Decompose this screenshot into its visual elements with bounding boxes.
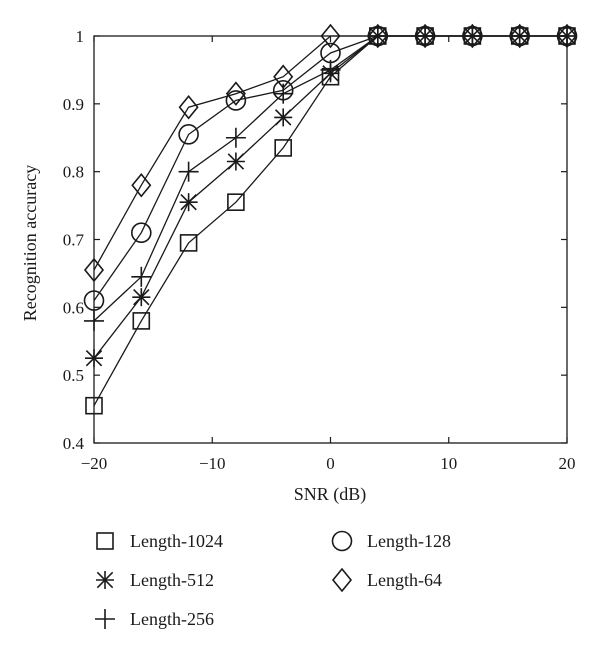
data-point-length-1024 — [179, 234, 198, 252]
legend-marker-length-1024 — [96, 532, 114, 550]
axes: −20 −10 0 10 20 0.4 0.5 0.6 0.7 0.8 0.9 1 — [63, 27, 576, 473]
legend: Length-1024 Length-512 Length-256 Length-12… — [95, 530, 451, 629]
data-point-length-64 — [367, 23, 388, 49]
data-point-length-64 — [178, 94, 199, 120]
legend-label: Length-512 — [130, 570, 214, 590]
series-line-length-1024 — [93, 35, 567, 407]
y-axis-title: Recognition accuracy — [20, 165, 40, 321]
data-point-length-1024 — [227, 193, 245, 211]
data-point-length-128 — [272, 79, 294, 101]
y-tick-label: 0.8 — [63, 163, 84, 182]
data-point-length-64 — [509, 23, 530, 49]
series-length-1024 — [85, 27, 576, 415]
data-point-length-128 — [225, 90, 247, 111]
y-tick-label: 0.5 — [63, 366, 84, 385]
y-tick-label: 0.4 — [63, 434, 85, 453]
data-point-length-512 — [274, 108, 293, 127]
legend-label: Length-1024 — [130, 531, 223, 551]
x-tick-label: 0 — [326, 454, 335, 473]
data-point-length-128 — [178, 124, 199, 145]
data-point-length-256 — [225, 127, 246, 148]
legend-item-length-256: Length-256 — [95, 609, 214, 629]
legend-label: Length-128 — [367, 531, 451, 551]
x-tick-label: 10 — [440, 454, 457, 473]
data-point-length-1024 — [274, 139, 293, 157]
x-tick-label: −10 — [199, 454, 226, 473]
legend-item-length-512: Length-512 — [96, 570, 214, 590]
data-point-length-1024 — [132, 312, 151, 330]
y-tick-label: 1 — [76, 27, 85, 46]
legend-item-length-64: Length-64 — [331, 567, 442, 593]
data-point-length-128 — [131, 222, 152, 244]
data-point-length-512 — [132, 288, 151, 307]
y-tick-label: 0.7 — [63, 231, 85, 250]
legend-marker-length-64 — [331, 567, 353, 593]
data-point-length-512 — [226, 152, 245, 171]
plot-frame — [93, 35, 568, 444]
x-axis-title: SNR (dB) — [294, 484, 367, 505]
legend-marker-length-512 — [96, 571, 114, 589]
data-point-length-128 — [320, 42, 341, 64]
y-tick-label: 0.6 — [63, 298, 84, 317]
data-point-length-64 — [415, 23, 436, 49]
data-point-length-64 — [462, 23, 483, 49]
data-point-length-64 — [131, 172, 152, 198]
data-point-length-64 — [225, 81, 246, 106]
legend-item-length-128: Length-128 — [331, 530, 451, 552]
y-tick-label: 0.9 — [63, 95, 84, 114]
plot-area — [83, 23, 578, 415]
data-point-length-512 — [179, 193, 198, 212]
data-point-length-256 — [131, 266, 152, 287]
legend-marker-length-256 — [95, 609, 115, 629]
x-tick-label: 20 — [559, 454, 576, 473]
legend-label: Length-256 — [130, 609, 214, 629]
x-tick-label: −20 — [81, 454, 108, 473]
series-length-256 — [84, 26, 577, 331]
legend-label: Length-64 — [367, 570, 442, 590]
legend-item-length-1024: Length-1024 — [96, 531, 223, 551]
legend-marker-length-128 — [331, 530, 353, 552]
data-point-length-64 — [320, 23, 341, 49]
data-point-length-256 — [178, 161, 199, 182]
data-point-length-64 — [273, 64, 294, 89]
